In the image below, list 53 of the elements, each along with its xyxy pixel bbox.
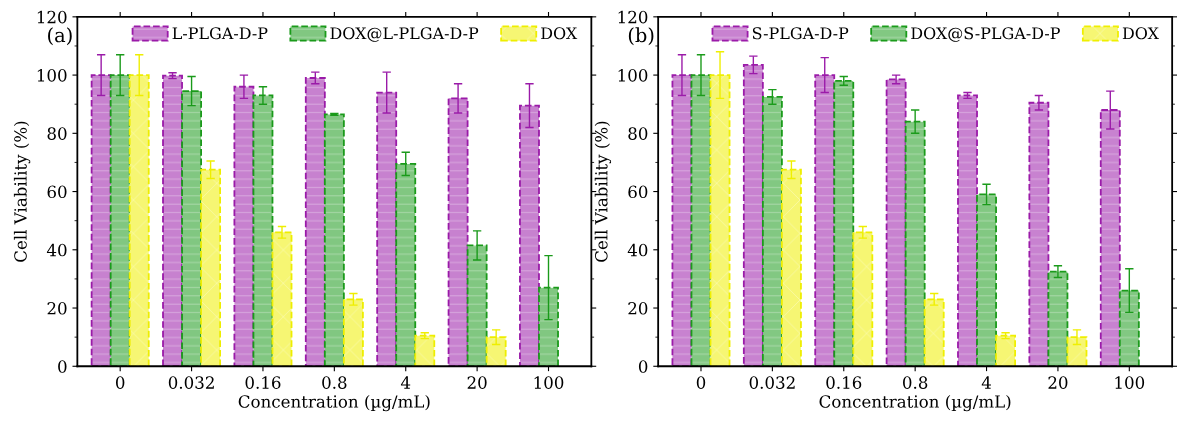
bar bbox=[995, 334, 1017, 367]
y-tick-label: 20 bbox=[47, 301, 67, 315]
x-tick-label: 0.032 bbox=[749, 376, 795, 389]
y-tick-label: 120 bbox=[37, 10, 67, 24]
x-tick-label: 0.032 bbox=[168, 376, 214, 389]
y-tick-label: 40 bbox=[627, 243, 648, 257]
bar bbox=[833, 79, 855, 367]
x-tick-label: 20 bbox=[467, 376, 487, 389]
x-tick-label: 0 bbox=[115, 376, 125, 389]
y-tick-label: 100 bbox=[618, 69, 648, 82]
x-tick-label: 0.16 bbox=[826, 376, 862, 389]
y-tick-label: 20 bbox=[628, 301, 648, 315]
bar bbox=[885, 78, 907, 367]
legend-label: L-PLGA-D-P bbox=[172, 27, 268, 40]
x-tick-label: 4 bbox=[981, 376, 992, 389]
y-tick-label: 80 bbox=[628, 127, 648, 140]
bar bbox=[852, 231, 874, 367]
y-tick-label: 0 bbox=[58, 360, 67, 373]
bar bbox=[162, 74, 183, 367]
y-tick-label: 60 bbox=[47, 185, 67, 199]
x-tick-label: 0.8 bbox=[322, 376, 347, 389]
bar bbox=[323, 113, 345, 367]
x-tick-label: 100 bbox=[534, 376, 564, 389]
y-tick-label: 120 bbox=[618, 10, 648, 24]
bar bbox=[923, 298, 945, 367]
bar bbox=[1047, 270, 1069, 367]
y-tick-label: 0 bbox=[638, 360, 648, 373]
x-tick-label: 4 bbox=[400, 376, 411, 389]
y-tick-label: 80 bbox=[47, 127, 67, 140]
x-tick-label: 0.16 bbox=[245, 376, 281, 389]
y-tick-label: 40 bbox=[46, 243, 67, 257]
x-tick-label: 0.8 bbox=[903, 376, 928, 389]
y-tick-label: 100 bbox=[37, 69, 67, 82]
legend-label: DOX bbox=[1122, 27, 1159, 40]
x-tick-label: 100 bbox=[1115, 376, 1145, 389]
bar bbox=[271, 231, 293, 367]
text: (a) bbox=[48, 27, 72, 46]
bar bbox=[342, 298, 364, 367]
y-tick-label: 60 bbox=[628, 185, 648, 199]
x-axis-title: Concentration (µg/mL) bbox=[238, 394, 430, 412]
x-axis-title: Concentration (µg/mL) bbox=[819, 394, 1011, 412]
bar bbox=[304, 77, 326, 367]
y-axis-title: Cell Viability (%) bbox=[594, 121, 612, 262]
x-tick-label: 20 bbox=[1048, 376, 1068, 389]
x-tick-label: 0 bbox=[696, 376, 706, 389]
legend-label: DOX@S-PLGA-D-P bbox=[911, 27, 1060, 42]
bar bbox=[957, 94, 978, 367]
text: (b) bbox=[628, 27, 654, 46]
legend-label: S-PLGA-D-P bbox=[752, 27, 849, 40]
y-axis-title: Cell Viability (%) bbox=[13, 121, 31, 262]
bar bbox=[414, 334, 436, 367]
legend-label: DOX bbox=[541, 27, 578, 40]
legend-label: DOX@L-PLGA-D-P bbox=[330, 27, 479, 42]
